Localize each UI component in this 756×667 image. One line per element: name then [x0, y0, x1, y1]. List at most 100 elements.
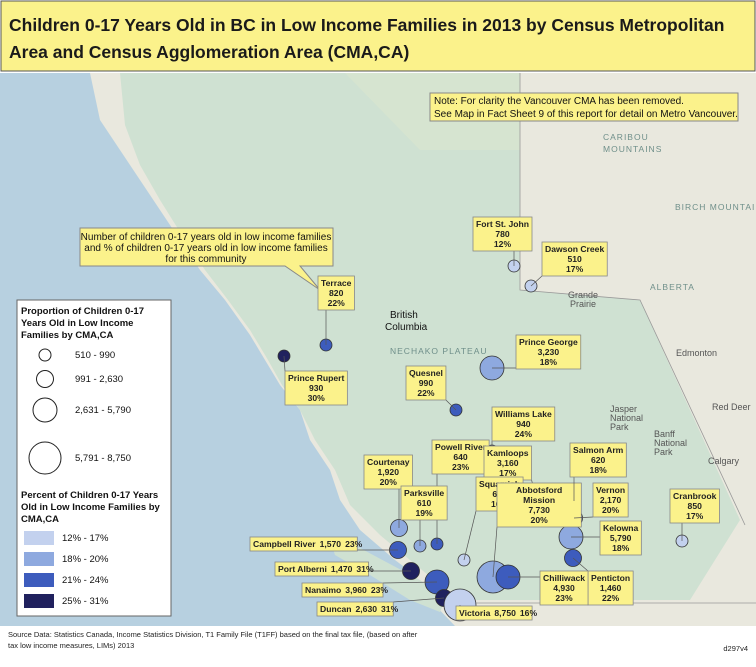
place-label: Calgary [708, 456, 740, 466]
legend: 510 - 990 991 - 2,630 2,631 - 5,790 5,791 -… [24, 348, 131, 608]
community-label: Duncan 2,630 31% [316, 597, 445, 617]
label-part: 16% [520, 608, 538, 618]
place-label: British [390, 310, 418, 321]
leader-line [463, 510, 477, 561]
community-count: 4,930 [553, 583, 575, 593]
community-pct: 12% [494, 239, 512, 249]
place-label: Park [654, 447, 673, 457]
community-count: 640 [453, 452, 468, 462]
community-count: 820 [329, 288, 344, 298]
label-part: Nanaimo [305, 585, 341, 595]
label-box [472, 216, 533, 252]
community-label: Campbell River 1,570 23% [249, 536, 398, 552]
place-label: Columbia [385, 322, 428, 333]
place-label: BIRCH MOUNTAINS [675, 202, 756, 212]
place-label: Grande [568, 290, 598, 300]
legend-size-symbol [38, 348, 52, 362]
legend-title: CMA,CA [21, 514, 59, 525]
label-box [363, 454, 413, 490]
label-box [599, 520, 642, 556]
leader-line [572, 557, 589, 572]
leader-line [383, 581, 438, 584]
label-part: 1,470 [331, 564, 353, 574]
community-name: Prince Rupert [288, 373, 344, 383]
legend-title: Proportion of Children 0-17 [21, 306, 144, 317]
community-pct: 24% [515, 429, 533, 439]
community-name: Terrace [321, 278, 352, 288]
place-label: Edmonton [676, 348, 717, 358]
legend-label: 510 - 990 [75, 350, 115, 361]
community-pct: 19% [415, 508, 433, 518]
community-pct: 17% [499, 468, 517, 478]
label-part: Duncan [320, 604, 352, 614]
community-pct: 23% [452, 462, 470, 472]
community-name: Fort St. John [476, 219, 529, 229]
community-count: 780 [495, 229, 510, 239]
place-label: Prairie [570, 299, 596, 309]
community-label-line: Port Alberni 1,470 31% [278, 564, 374, 574]
community-count: 7,730 [528, 505, 550, 515]
community-count: 620 [591, 455, 606, 465]
label-box [400, 485, 448, 521]
community-pct: 20% [602, 505, 620, 515]
leader-line [393, 597, 445, 603]
legend-size-symbol [32, 397, 58, 423]
leader-line [492, 526, 498, 578]
callout-box [79, 227, 334, 291]
community-label: Victoria 8,750 16% [455, 605, 537, 621]
place-label: National [610, 413, 643, 423]
label-box [405, 365, 447, 401]
community-count: 850 [688, 501, 703, 511]
community-label-line: Duncan 2,630 31% [320, 604, 399, 614]
legend-label: 25% - 31% [62, 596, 109, 607]
community-name: Courtenay [367, 457, 410, 467]
legend-title: Old in Low Income Families by [21, 502, 161, 513]
community-count: 940 [516, 419, 531, 429]
community-pct: 20% [531, 515, 549, 525]
community-name: Quesnel [409, 368, 443, 378]
community-count: 990 [419, 378, 434, 388]
label-part: 3,960 [345, 585, 367, 595]
community-label-line: Campbell River 1,570 23% [253, 539, 363, 549]
place-label: Park [610, 422, 629, 432]
community-name: Kelowna [603, 523, 639, 533]
label-box [455, 605, 533, 621]
community-count: 1,460 [600, 583, 622, 593]
label-part: Port Alberni [278, 564, 327, 574]
label-part: 31% [356, 564, 374, 574]
label-part: 2,630 [356, 604, 378, 614]
place-label: ALBERTA [650, 282, 695, 292]
legend-title: Percent of Children 0-17 Years [21, 490, 158, 501]
label-box [496, 482, 582, 528]
community-label-line: Victoria 8,750 16% [459, 608, 537, 618]
community-pct: 17% [686, 511, 704, 521]
place-label: MOUNTAINS [603, 144, 662, 154]
community-count: 3,160 [497, 458, 519, 468]
community-pct: 22% [417, 388, 435, 398]
legend-label: 991 - 2,630 [75, 374, 123, 385]
callout: Number of children 0-17 years old in low… [81, 232, 332, 243]
legend-swatch [24, 594, 54, 608]
legend-title: Families by CMA,CA [21, 330, 114, 341]
community-name: Salmon Arm [573, 445, 624, 455]
community-count: 510 [567, 254, 582, 264]
community-pct: 22% [328, 298, 346, 308]
legend-label: 5,791 - 8,750 [75, 453, 131, 464]
label-box [587, 570, 634, 606]
legend-swatch [24, 573, 54, 587]
community-label: Nanaimo 3,960 23% [301, 581, 438, 598]
community-count: 930 [309, 383, 324, 393]
label-box [669, 488, 720, 524]
community-pct: 18% [612, 543, 630, 553]
community-pct: 17% [566, 264, 584, 274]
